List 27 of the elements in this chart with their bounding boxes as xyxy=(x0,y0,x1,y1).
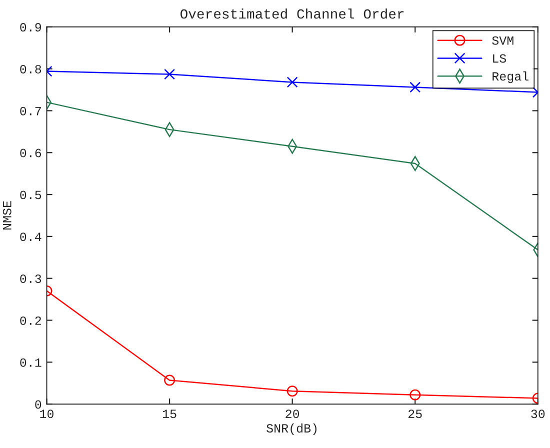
point xyxy=(286,76,298,88)
x-tick-label: 10 xyxy=(40,410,54,418)
x-tick-label: 30 xyxy=(531,410,545,418)
y-tick-label: 0.3 xyxy=(20,274,42,284)
point xyxy=(164,68,176,80)
y-tick-label: 0.8 xyxy=(20,64,42,74)
legend-label: Regal xyxy=(492,71,528,84)
y-axis-title: NMSE xyxy=(2,201,12,230)
x-tick-label: 25 xyxy=(408,410,422,418)
x-axis-title: SNR(dB) xyxy=(266,423,316,436)
y-tick-label: 0.7 xyxy=(20,106,41,116)
point xyxy=(410,389,421,400)
y-tick-label: 0 xyxy=(35,400,42,409)
y-tick-label: 0.2 xyxy=(20,316,42,325)
point xyxy=(410,82,421,93)
x-tick-label: 15 xyxy=(162,410,176,418)
legend-label: SVM xyxy=(492,36,514,45)
y-tick-label: 0.1 xyxy=(20,358,42,367)
point xyxy=(164,374,176,386)
y-tick-label: 0.5 xyxy=(20,190,42,200)
x-tick-label: 20 xyxy=(286,410,300,418)
y-tick-label: 0.6 xyxy=(20,148,42,158)
point xyxy=(286,386,298,397)
y-tick-label: 0.9 xyxy=(20,23,42,32)
y-tick-label: 0.4 xyxy=(20,232,42,242)
legend-label: LS xyxy=(493,54,506,63)
chart-title: Overestimated Channel Order xyxy=(180,8,404,19)
